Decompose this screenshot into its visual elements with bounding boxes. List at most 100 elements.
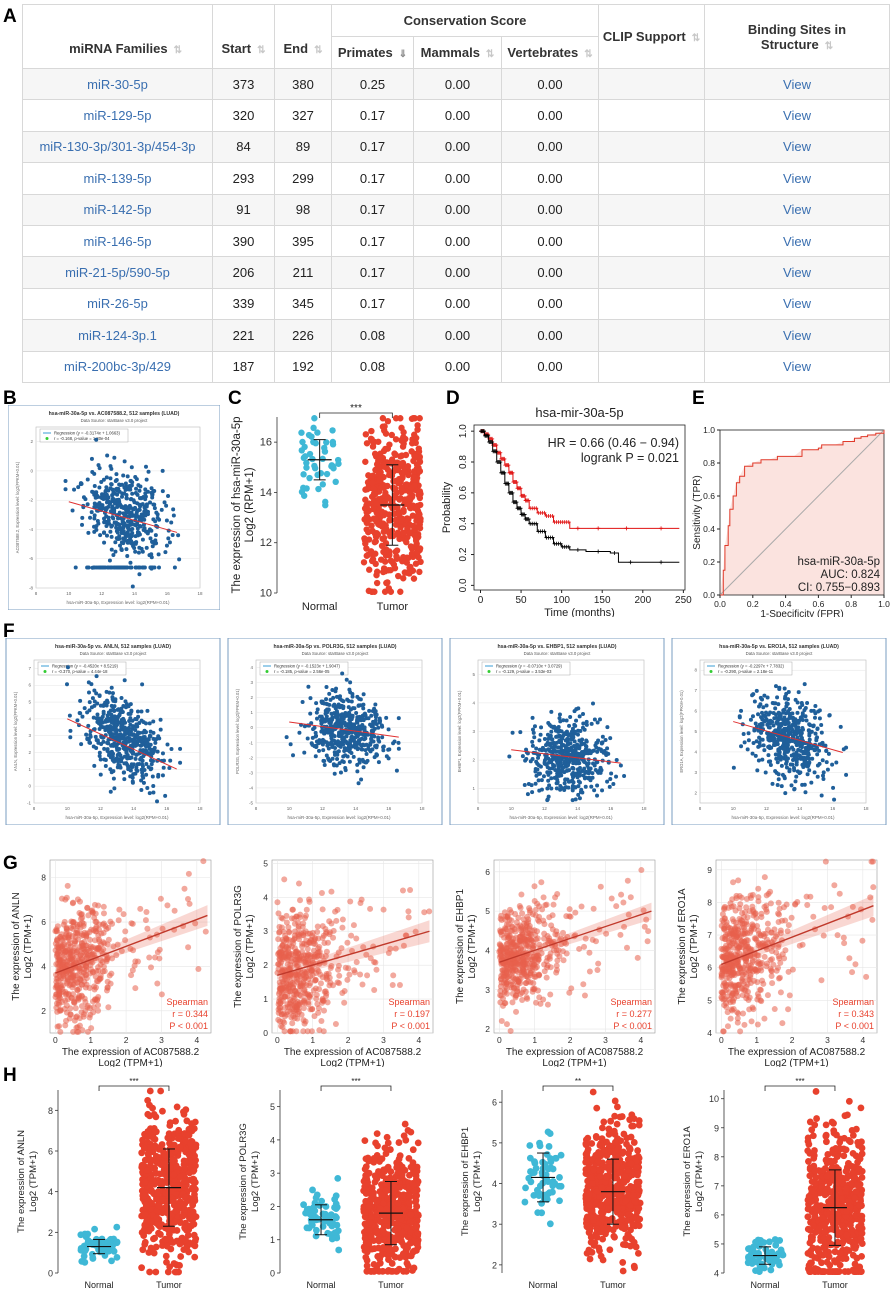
- cell-family[interactable]: miR-146-5p: [22, 224, 213, 258]
- chart-f3-point: [526, 781, 531, 786]
- cell-family[interactable]: miR-124-3p.1: [22, 319, 213, 352]
- chart-g1-point: [52, 928, 59, 935]
- header-vertebrates[interactable]: Vertebrates ⇅: [500, 36, 600, 69]
- chart-f1-point: [151, 790, 156, 795]
- chart-g1-point: [64, 962, 71, 969]
- header-end[interactable]: End ⇅: [274, 4, 332, 69]
- cell-family[interactable]: miR-130-3p/301-3p/454-3p: [22, 130, 213, 164]
- chart-f4-point: [777, 711, 782, 716]
- chart-f4-point: [844, 772, 849, 777]
- chart-g2-point: [281, 984, 288, 991]
- header-mammals[interactable]: Mammals ⇅: [413, 36, 502, 69]
- chart-g1-point: [55, 992, 62, 999]
- sort-icon[interactable]: ⇅: [257, 45, 266, 56]
- cell-family[interactable]: miR-139-5p: [22, 162, 213, 195]
- chart-f1-point: [92, 688, 97, 693]
- chart-f2-point: [321, 748, 326, 753]
- cell-family[interactable]: miR-21-5p/590-5p: [22, 256, 213, 289]
- cell-binding[interactable]: View: [704, 162, 891, 195]
- chart-g2-point: [294, 978, 301, 985]
- chart-b-point: [117, 510, 122, 515]
- chart-f1-point: [102, 746, 107, 751]
- chart-f3-point: [577, 770, 582, 775]
- chart-g3-point: [624, 877, 631, 884]
- header-start[interactable]: Start ⇅: [212, 4, 275, 69]
- chart-b-point: [92, 516, 97, 521]
- chart-f1-point: [118, 765, 123, 770]
- chart-f1-ytick: 1: [28, 767, 31, 772]
- cell-binding[interactable]: View: [704, 350, 891, 383]
- chart-f3-point: [605, 725, 610, 730]
- chart-e-xtick: 0.6: [812, 599, 824, 609]
- chart-f3-point: [551, 763, 556, 768]
- chart-f1-point: [153, 740, 158, 745]
- chart-f2-point: [332, 771, 337, 776]
- cell-binding[interactable]: View: [704, 287, 891, 321]
- chart-c-point: [301, 443, 308, 451]
- chart-c-point: [410, 575, 418, 582]
- chart-d-censor-mark: [566, 544, 571, 549]
- chart-f2-point: [333, 723, 338, 728]
- sort-icon[interactable]: ⇅: [824, 40, 834, 52]
- cell-binding[interactable]: View: [704, 224, 891, 258]
- chart-f4-point: [803, 760, 808, 765]
- cell-binding[interactable]: View: [704, 256, 891, 289]
- sort-icon[interactable]: ⇅: [584, 49, 593, 60]
- chart-b-point: [142, 526, 147, 531]
- chart-f1-point: [118, 732, 123, 737]
- chart-g2-regression-line: [277, 930, 430, 977]
- chart-f3-point: [589, 784, 594, 789]
- chart-g2-point: [335, 980, 342, 987]
- chart-g2-point: [304, 1028, 311, 1035]
- chart-g1-point: [85, 912, 92, 919]
- cell-binding[interactable]: View: [704, 67, 891, 101]
- sort-icon[interactable]: ⇅: [485, 49, 495, 60]
- chart-f1-point: [107, 690, 112, 695]
- cell-family[interactable]: miR-142-5p: [22, 193, 213, 226]
- sort-desc-icon[interactable]: ⇓: [398, 49, 408, 60]
- chart-g2-point: [389, 981, 396, 988]
- chart-g2-xtick: 4: [416, 1035, 421, 1045]
- header-mirna-families[interactable]: miRNA Families ⇅: [22, 4, 213, 69]
- chart-g2-point: [282, 1013, 289, 1020]
- chart-f2-point: [357, 757, 362, 762]
- chart-f1-point: [103, 700, 108, 705]
- sort-icon[interactable]: ⇅: [314, 45, 323, 56]
- chart-f4-point: [760, 757, 765, 762]
- chart-g2-point: [324, 999, 331, 1006]
- chart-f3-point: [605, 746, 610, 751]
- chart-d-censor-mark: [502, 470, 507, 475]
- header-binding-sites[interactable]: Binding Sites in Structure ⇅: [704, 4, 891, 69]
- chart-d-censor-mark: [550, 535, 555, 540]
- cell-family[interactable]: miR-200bc-3p/429: [22, 350, 213, 383]
- chart-f1-point: [79, 742, 84, 747]
- cell-binding[interactable]: View: [704, 319, 891, 352]
- cell-binding[interactable]: View: [704, 193, 891, 226]
- cell-family[interactable]: miR-30-5p: [22, 67, 213, 101]
- chart-f1-point: [151, 783, 156, 788]
- chart-f3-point: [576, 758, 581, 763]
- chart-f2-title: hsa-miR-30a-5p vs. POLR3G, 512 samples (…: [273, 644, 396, 650]
- chart-f3-point: [599, 767, 604, 772]
- chart-f1-point: [97, 693, 102, 698]
- cell-family[interactable]: miR-26-5p: [22, 287, 213, 321]
- sort-icon[interactable]: ⇅: [691, 33, 701, 44]
- cell-start: 91: [212, 193, 275, 226]
- chart-c-point: [360, 559, 368, 566]
- cell-binding[interactable]: View: [704, 99, 891, 132]
- cell-start: 320: [212, 99, 275, 132]
- chart-f2-point: [374, 722, 379, 727]
- sort-icon[interactable]: ⇅: [173, 45, 182, 56]
- chart-f3-point: [591, 701, 596, 706]
- chart-b-point: [144, 545, 149, 550]
- chart-f2-point: [313, 754, 318, 759]
- chart-e-xtick: 0.4: [780, 599, 792, 609]
- cell-binding[interactable]: View: [704, 130, 891, 164]
- chart-g1-point: [89, 959, 96, 966]
- chart-c-point: [403, 538, 410, 546]
- chart-b-point: [121, 529, 126, 534]
- header-clip-support[interactable]: CLIP Support ⇅: [598, 4, 706, 69]
- header-primates[interactable]: Primates ⇓: [331, 36, 414, 69]
- chart-b-point: [108, 529, 113, 534]
- cell-family[interactable]: miR-129-5p: [22, 99, 213, 132]
